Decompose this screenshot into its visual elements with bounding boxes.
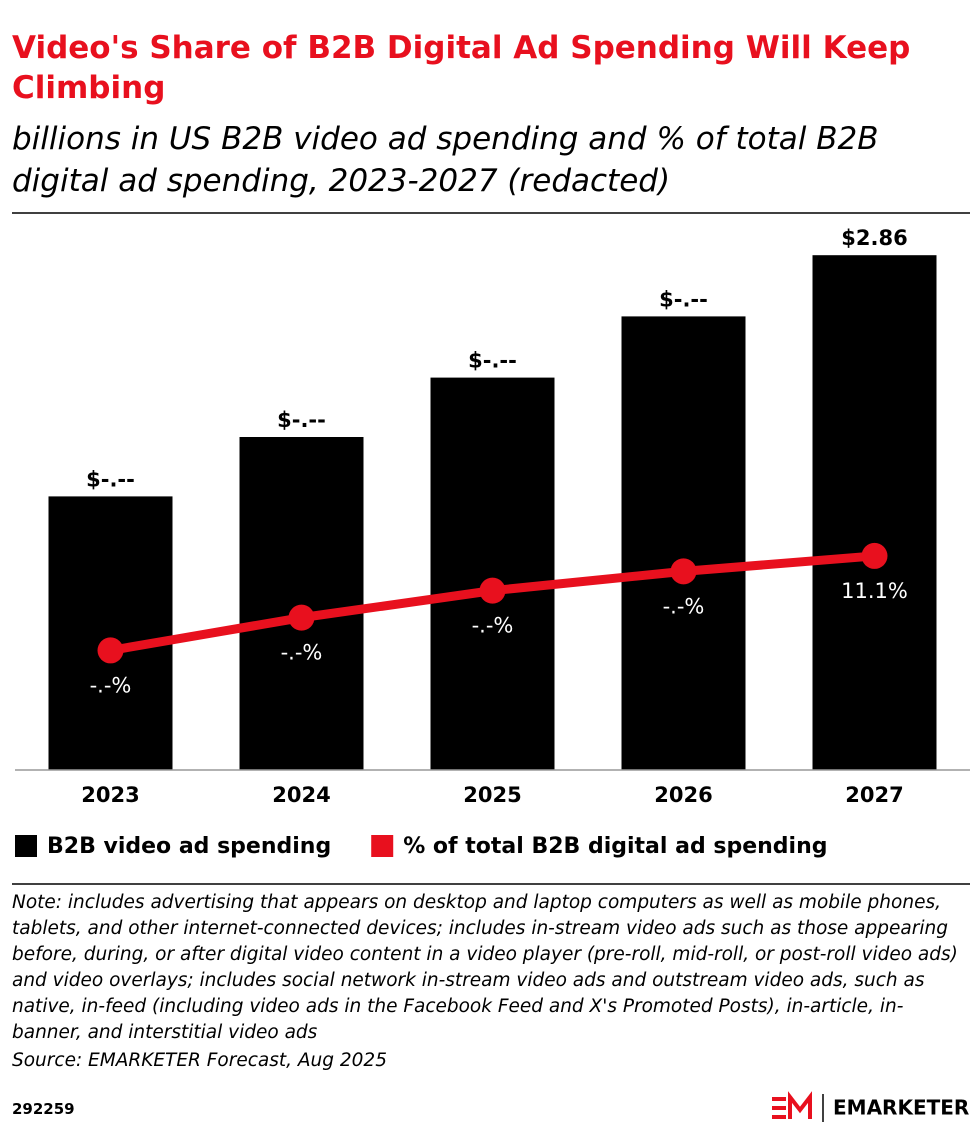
chart-id: 292259 [12, 1100, 75, 1118]
x-tick-label: 2024 [272, 783, 330, 807]
line-point [479, 577, 506, 604]
x-tick-label: 2023 [81, 783, 139, 807]
brand-logo [772, 1091, 824, 1122]
line-point [97, 637, 124, 664]
line-point [861, 542, 888, 569]
line-point [670, 558, 697, 585]
bar [239, 437, 364, 770]
line-value-label: -.-% [90, 673, 132, 697]
bar-value-label: $-.-- [277, 408, 326, 432]
bar [48, 496, 173, 770]
chart-title: Video's Share of B2B Digital Ad Spending… [12, 30, 911, 106]
bar-value-label: $-.-- [659, 287, 708, 311]
line-point [288, 604, 315, 631]
x-tick-label: 2026 [654, 783, 712, 807]
chart-subtitle: billions in US B2B video ad spending and… [12, 121, 879, 199]
x-tick-label: 2025 [463, 783, 521, 807]
line-value-label: 11.1% [841, 579, 908, 603]
bar-value-label: $-.-- [86, 467, 135, 491]
line-value-label: -.-% [472, 614, 514, 638]
legend-swatch [371, 835, 394, 857]
bar-value-label: $-.-- [468, 349, 517, 373]
brand-name: EMARKETER [833, 1096, 969, 1120]
x-tick-label: 2027 [845, 783, 903, 807]
bar-value-label: $2.86 [841, 226, 907, 250]
legend-swatch [15, 835, 37, 857]
bar [812, 255, 937, 770]
note: Note: includes advertising that appears … [12, 892, 958, 1043]
bar [430, 377, 555, 770]
line-value-label: -.-% [663, 594, 705, 618]
legend-label: B2B video ad spending [47, 834, 331, 859]
source: Source: EMARKETER Forecast, Aug 2025 [12, 1050, 387, 1071]
legend-label: % of total B2B digital ad spending [403, 834, 827, 859]
line-value-label: -.-% [281, 641, 323, 665]
bar [621, 316, 746, 770]
